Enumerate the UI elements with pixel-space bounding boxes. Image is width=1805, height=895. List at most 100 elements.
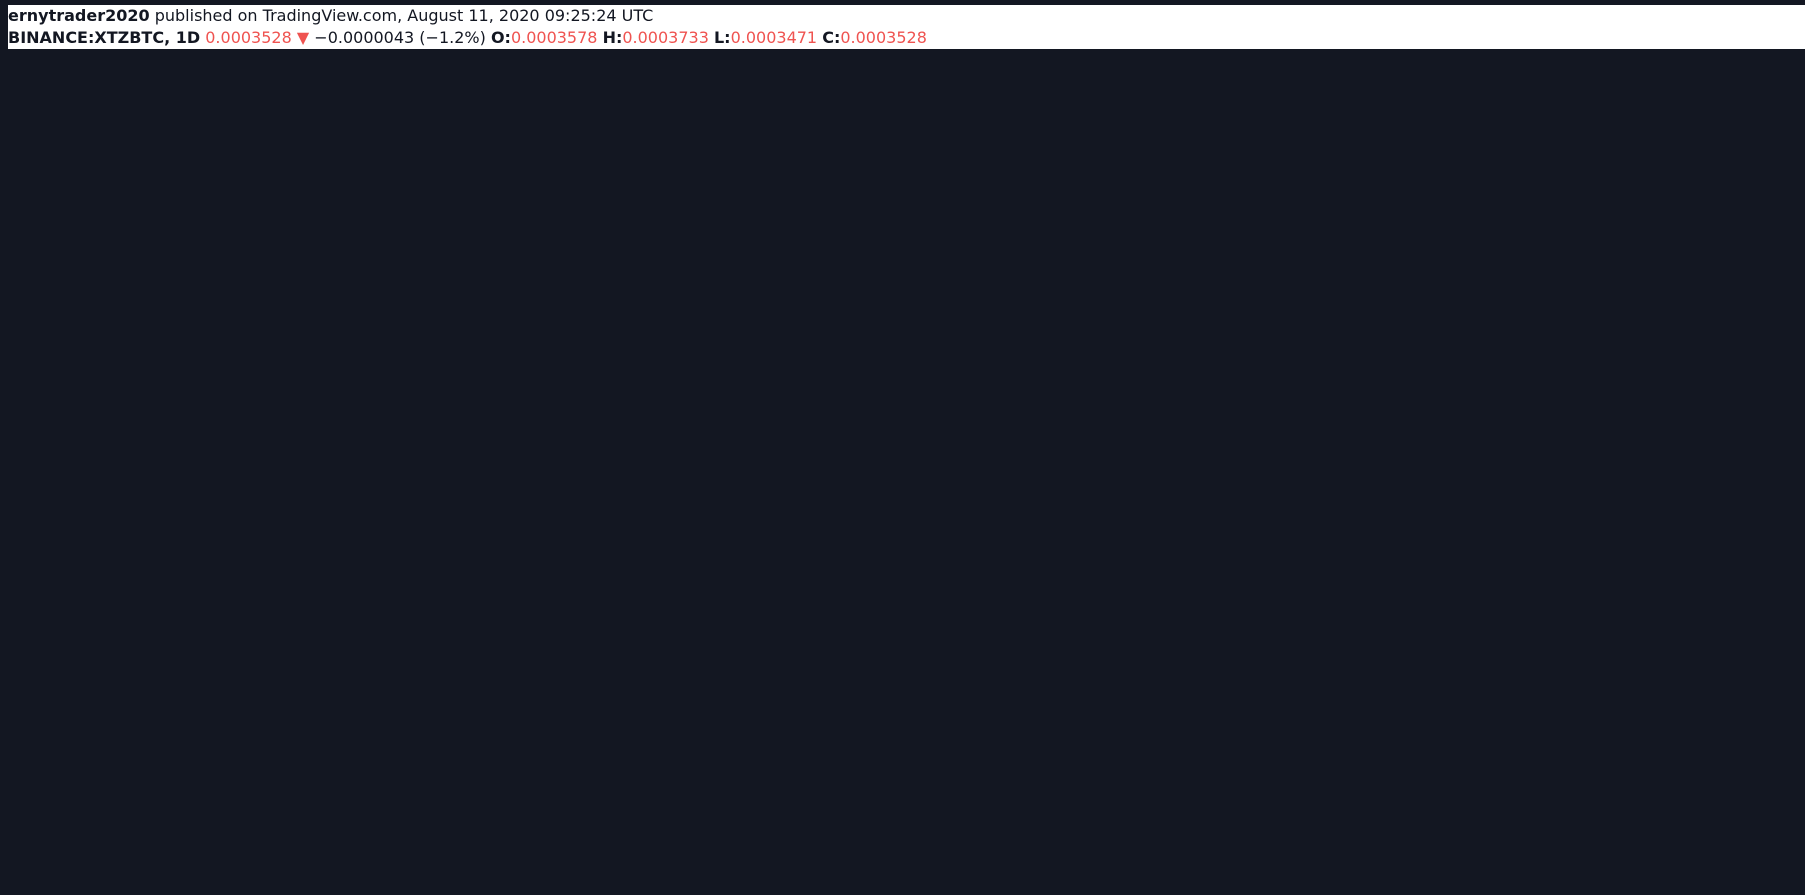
up-arrow [1458,168,1546,221]
pattern-ratio-box [1312,305,1368,329]
pattern-point-box [1348,358,1368,382]
volume-bar [281,749,301,815]
up-arrow-head [1523,165,1550,190]
candle-body [1362,286,1383,311]
pattern-ratio: 1.976 [1319,308,1362,326]
price-label-box [1704,367,1804,388]
publish-line: ernytrader2020 published on TradingView.… [8,5,1805,27]
volume-bar [1292,639,1313,815]
volume-bar [36,766,57,815]
candle-body [1257,196,1278,319]
volume-bar [873,661,894,815]
candles [2,127,1417,758]
volume-bar [629,716,650,815]
candle-body [420,478,441,491]
h: 0.0003733 [622,28,709,47]
footer: TradingView [10,862,145,882]
volume-bar [455,731,476,815]
pattern-point: D [1352,361,1364,379]
volume-bar [560,705,580,815]
pattern-ratio: 0.885 [1281,352,1324,370]
chart-frame [7,51,1704,846]
brand: TradingView [41,862,145,882]
volume-bar [211,722,232,815]
o-label: O: [490,28,511,47]
x-tick-label: Dec [138,823,165,839]
candle-body [455,400,476,491]
pattern-point-box [1313,292,1333,316]
pattern-ratio-box [1274,349,1330,373]
candle-body [664,249,685,311]
y-tick-label: 0.0001500 [1712,535,1788,551]
drawings [8,127,1704,379]
price-labels: 0.0003787 0.0003528 14:34:420.0003355 0.000… [1695,140,1804,388]
x-tick-label: Nov [0,823,26,839]
price-label: 0.0002460 [1710,326,1786,342]
volume-bar [1222,749,1243,815]
chart-title: Tezos / Bitcoin, 1D, BINANCE [17,68,232,86]
candle-body [281,390,301,455]
candle-body [629,190,650,250]
countdown-box [1695,192,1775,213]
volume-bar [385,738,406,815]
candle-body [1152,256,1173,272]
y-tick-label: 0.0001900 [1712,435,1788,451]
y-tick-label: 0.0000930 [1712,738,1788,754]
pattern-point: C [1333,196,1343,214]
candle-body [1292,196,1313,210]
candle-body [594,190,615,223]
candle-body [211,337,232,433]
price-label: 0.0003355 [1710,194,1786,210]
candle-body [141,485,162,491]
candle-body [873,160,894,265]
pattern-point-box [1238,380,1258,404]
c: 0.0003528 [840,28,927,47]
pattern-ratio-box [1257,317,1313,341]
pattern-ratio: 0.636 [1299,199,1342,217]
volume-bar [943,727,964,815]
candle-body [525,160,546,287]
down-arrow [1431,177,1461,218]
y-tick-label: 0.0002100 [1712,393,1788,409]
candle-body [315,454,336,491]
symbol: BINANCE:XTZBTC, 1D [8,28,201,47]
y-tick-label: 0.0002300 [1712,354,1788,370]
c-label: C: [822,28,841,47]
volume-bar [490,683,511,815]
candle-body [106,490,127,588]
volume-bar [804,731,825,815]
volume-bar [594,694,615,815]
volume-bar [1327,661,1348,815]
h-label: H: [602,28,623,47]
o: 0.0003578 [510,28,598,47]
candle-body [36,597,57,729]
candle-body [734,318,755,327]
volume-bar [1362,716,1383,815]
candle-body [839,264,859,279]
volume-bars [2,606,1417,815]
y-tick-label: 0.0001050 [1712,686,1788,702]
candle-body [246,337,267,391]
volume-bar [769,738,790,815]
volume-bar [141,727,162,815]
volume-bar [71,749,92,815]
volume-bar [1397,656,1417,815]
price-label-box [1704,140,1804,161]
volume-bar [699,709,720,815]
candle-body [71,587,92,598]
harmonic-pattern [1228,164,1363,334]
path-guide [1433,170,1545,219]
candle-body [978,264,999,279]
pattern-point: X [1243,383,1253,401]
candle-body [560,160,580,223]
price-label: 0.0003787 [1710,143,1786,159]
author: ernytrader2020 [8,6,150,25]
volume-bar [978,744,999,815]
logo [10,866,42,880]
last: 0.0003528 [205,28,292,47]
volume-bar [1083,731,1104,815]
candle-body [1397,181,1417,287]
pattern-point: B [1318,295,1328,313]
candle-body [1083,235,1104,250]
